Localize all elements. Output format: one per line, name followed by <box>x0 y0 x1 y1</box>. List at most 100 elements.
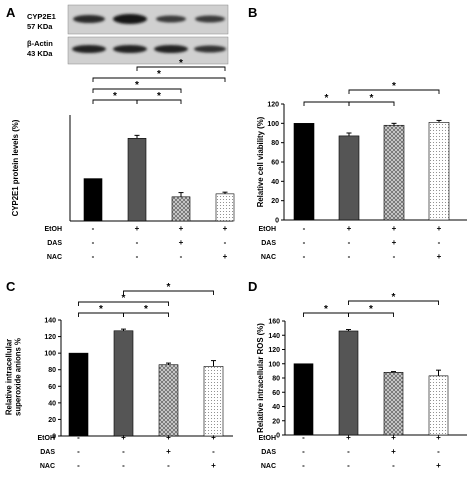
treatment-sign: - <box>167 461 170 470</box>
treatment-sign: + <box>211 433 216 442</box>
treatment-sign: - <box>136 238 139 247</box>
bar <box>203 366 224 437</box>
treatment-sign: - <box>77 461 80 470</box>
treatment-sign: + <box>179 224 184 233</box>
bar <box>293 363 314 436</box>
significance-star: * <box>113 91 117 102</box>
blot-bands <box>73 14 225 24</box>
significance-star: * <box>99 304 103 315</box>
treatment-label: EtOH <box>259 226 277 233</box>
treatment-sign: - <box>212 447 215 456</box>
treatment-sign: - <box>438 238 441 247</box>
significance-bracket <box>348 89 440 94</box>
treatment-sign: - <box>348 252 351 261</box>
treatment-label: DAS <box>47 240 62 247</box>
treatment-label: NAC <box>261 463 276 470</box>
blot-label: 57 KDa <box>27 22 53 31</box>
treatment-sign: + <box>437 252 442 261</box>
bar <box>68 352 89 437</box>
y-tick-label: 40 <box>271 179 279 186</box>
treatment-label: NAC <box>40 463 55 470</box>
significance-bracket <box>348 101 395 106</box>
bar <box>83 178 103 222</box>
y-axis-label: CYP2E1 protein levels (%) <box>11 119 20 216</box>
blot-label: 43 KDa <box>27 49 53 58</box>
treatment-sign: - <box>437 447 440 456</box>
treatment-label: DAS <box>261 449 276 456</box>
panel-c: C 0 20 40 60 80 100 120 140 Relative intracellul… <box>5 279 233 470</box>
significance-bracket <box>123 290 214 295</box>
treatment-sign: - <box>77 447 80 456</box>
blot-band-row-cyp2e1: CYP2E1 57 KDa <box>27 4 229 35</box>
bar <box>215 193 235 222</box>
treatment-sign: + <box>179 238 184 247</box>
blot-label: CYP2E1 <box>27 12 56 21</box>
y-axis-label: superoxide anions % <box>14 338 23 416</box>
significance-star: * <box>135 80 139 91</box>
treatment-sign: - <box>302 433 305 442</box>
bar <box>113 330 134 437</box>
significance-bracket <box>348 300 439 305</box>
significance-star: * <box>179 58 183 69</box>
y-tick-label: 120 <box>268 347 280 354</box>
western-blot: CYP2E1 57 KDa β-Actin 43 KDa <box>27 4 229 65</box>
y-tick-label: 0 <box>52 434 56 441</box>
y-tick-label: 60 <box>272 390 280 397</box>
bar <box>171 196 191 222</box>
treatment-label: EtOH <box>38 435 56 442</box>
y-tick-label: 80 <box>271 140 279 147</box>
y-tick-label: 60 <box>271 160 279 167</box>
treatment-sign: + <box>135 224 140 233</box>
significance-star: * <box>157 69 161 80</box>
treatment-sign: - <box>92 252 95 261</box>
treatment-sign: - <box>393 252 396 261</box>
treatment-sign: - <box>347 447 350 456</box>
y-tick-label: 100 <box>44 351 56 358</box>
treatment-sign: + <box>436 461 441 470</box>
treatment-sign: - <box>224 238 227 247</box>
treatment-sign: + <box>391 447 396 456</box>
blot-band-row-beta-actin: β-Actin 43 KDa <box>27 36 229 65</box>
y-tick-label: 40 <box>272 404 280 411</box>
significance-star: * <box>392 292 396 303</box>
panel-a: A CYP2E1 57 KDa β-Actin 43 KDa <box>6 4 235 261</box>
panel-letter: A <box>6 5 16 20</box>
treatment-sign: - <box>92 238 95 247</box>
y-tick-label: 140 <box>44 318 56 325</box>
treatment-sign: + <box>436 433 441 442</box>
y-tick-label: 0 <box>276 433 280 440</box>
significance-star: * <box>392 81 396 92</box>
significance-bracket <box>92 88 182 93</box>
significance-bracket <box>78 301 169 306</box>
y-tick-label: 0 <box>275 218 279 225</box>
y-tick-label: 80 <box>48 367 56 374</box>
y-axis-label: Relative intracellular <box>5 339 14 415</box>
treatment-sign: - <box>302 447 305 456</box>
y-axis-label: Relative cell viability (%) <box>256 116 265 207</box>
y-tick-label: 40 <box>48 400 56 407</box>
significance-bracket <box>136 99 182 104</box>
panel-letter: C <box>6 279 16 294</box>
bar <box>428 375 449 436</box>
treatment-sign: - <box>392 461 395 470</box>
y-tick-label: 160 <box>268 319 280 326</box>
significance-bracket <box>123 312 169 317</box>
significance-star: * <box>167 282 171 293</box>
treatment-label: NAC <box>261 254 276 261</box>
y-tick-label: 140 <box>268 333 280 340</box>
significance-star: * <box>325 93 329 104</box>
bar <box>127 138 147 222</box>
treatment-sign: - <box>303 224 306 233</box>
treatment-label: DAS <box>261 240 276 247</box>
treatment-sign: + <box>223 224 228 233</box>
significance-star: * <box>144 304 148 315</box>
treatment-sign: + <box>392 224 397 233</box>
treatment-label: EtOH <box>259 435 277 442</box>
treatment-label: EtOH <box>45 226 63 233</box>
bar <box>383 371 404 436</box>
treatment-sign: - <box>136 252 139 261</box>
treatment-sign: + <box>391 433 396 442</box>
